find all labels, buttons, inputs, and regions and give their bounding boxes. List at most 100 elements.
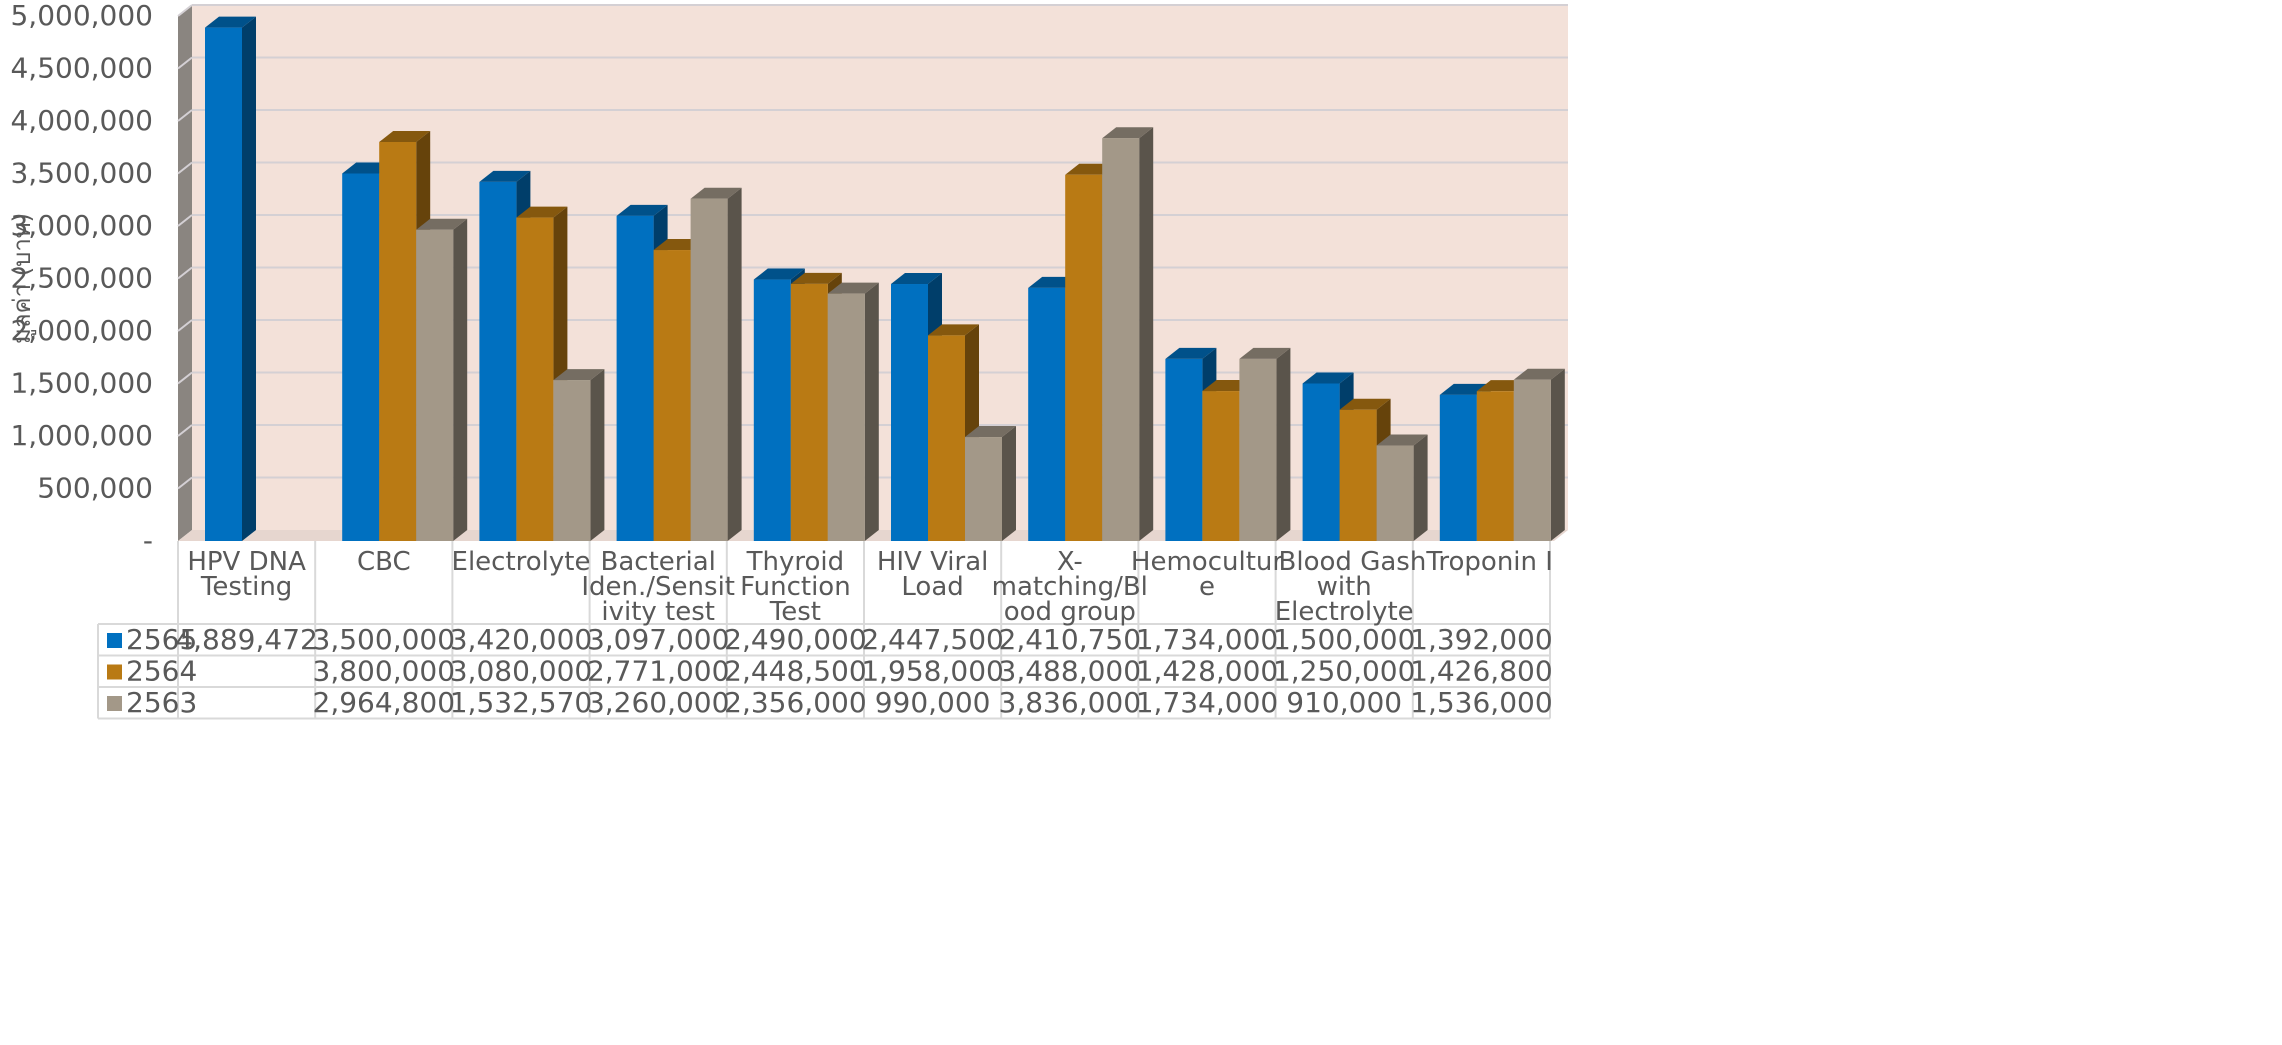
bar-side: [453, 218, 468, 542]
bar-top: [1102, 127, 1154, 139]
bar-top: [379, 131, 431, 142]
y-tick-label: 1,500,000: [10, 367, 153, 400]
data-label: 2,448,500: [724, 654, 867, 687]
bar-top: [1165, 347, 1217, 359]
bar-2565-4: [753, 279, 791, 541]
category-label: Thyroid: [746, 547, 845, 577]
category-label: Hemocultur: [1131, 547, 1283, 577]
data-label: 3,488,000: [999, 654, 1142, 687]
y-tick-label: 1,000,000: [10, 419, 153, 452]
data-label: 2,490,000: [724, 623, 867, 656]
bar-2563-6: [1102, 138, 1140, 541]
y-tick-label: 3,500,000: [10, 157, 153, 190]
y-tick-label: 5,000,000: [10, 0, 153, 32]
bar-top: [479, 170, 531, 182]
category-label: e: [1199, 572, 1215, 602]
bar-2564-8: [1339, 409, 1377, 541]
data-label: 1,532,570: [450, 686, 593, 719]
bar-top: [965, 426, 1016, 438]
category-label: Blood Gas: [1279, 547, 1410, 577]
y-tick-label: 500,000: [37, 472, 153, 505]
category-label: hTroponin I: [1410, 547, 1553, 577]
data-label: 990,000: [875, 686, 991, 719]
bar-top: [753, 268, 805, 280]
bar-side: [1276, 347, 1291, 541]
bar-2565-5: [891, 284, 928, 541]
data-label: 1,426,800: [1410, 654, 1553, 687]
bar-side: [1002, 426, 1016, 541]
bar-top: [1339, 398, 1391, 410]
bar-top: [1376, 434, 1428, 446]
legend-key-2563: [107, 696, 122, 711]
bar-top: [928, 324, 979, 336]
data-label: 910,000: [1286, 686, 1402, 719]
bar-2565-1: [342, 173, 380, 541]
bar-side: [1413, 434, 1428, 541]
legend-label: 2565: [126, 623, 197, 656]
bar-side: [242, 16, 256, 541]
category-label: ood group: [1004, 597, 1136, 627]
data-label: 2,771,000: [587, 654, 730, 687]
legend-key-2565: [107, 633, 122, 648]
bar-side: [1139, 127, 1154, 541]
bar-2564-6: [1065, 174, 1103, 541]
bar-2565-7: [1165, 358, 1203, 541]
data-label: 3,420,000: [450, 623, 593, 656]
category-label: HPV DNA: [187, 547, 306, 577]
category-label: Function: [740, 572, 851, 602]
bar-2563-4: [827, 293, 865, 541]
bar-side: [1550, 368, 1565, 541]
gridline-side: [177, 371, 193, 385]
bar-2565-0: [205, 27, 242, 541]
bar-2563-7: [1239, 358, 1277, 541]
bar-top: [616, 204, 668, 216]
data-label: 1,734,000: [1136, 686, 1279, 719]
data-label: 2,356,000: [724, 686, 867, 719]
gridline-side: [177, 214, 193, 227]
legend-key-2564: [107, 664, 122, 680]
bar-2564-7: [1202, 391, 1240, 541]
data-label: 1,500,000: [1273, 623, 1416, 656]
bar-2564-2: [516, 217, 554, 541]
data-label: 3,080,000: [450, 654, 593, 687]
data-label: 2,964,800: [313, 686, 456, 719]
bar-2564-9: [1476, 391, 1514, 541]
bar-2565-9: [1439, 394, 1477, 541]
category-label: matching/Bl: [992, 572, 1148, 602]
bar-2563-2: [553, 380, 591, 541]
data-label: 1,734,000: [1136, 623, 1279, 656]
data-label: 2,447,500: [861, 623, 1004, 656]
category-label: Testing: [200, 572, 292, 602]
bar-2563-3: [690, 198, 728, 541]
bar-2565-2: [479, 181, 517, 541]
gridline-side: [177, 4, 193, 17]
y-tick-label: 4,500,000: [10, 52, 153, 85]
bar-top: [416, 218, 468, 230]
y-tick-label: -: [143, 524, 153, 557]
y-tick-label: 3,000,000: [10, 209, 153, 242]
bar-top: [205, 16, 256, 28]
gridline-side: [177, 56, 193, 70]
category-label: Electrolyte: [1275, 597, 1414, 627]
gridline-side: [177, 109, 193, 122]
data-label: 2,410,750: [999, 623, 1142, 656]
gridline-side: [177, 161, 193, 175]
y-tick-label: 4,000,000: [10, 104, 153, 137]
bar-2563-8: [1376, 445, 1414, 541]
bar-2563-9: [1513, 379, 1551, 541]
bar-side: [590, 369, 605, 541]
bar-side: [864, 282, 879, 541]
category-label: X-: [1057, 547, 1083, 577]
bar-top: [553, 369, 605, 381]
category-label: Test: [769, 597, 821, 627]
data-label: 3,260,000: [587, 686, 730, 719]
data-label: 1,536,000: [1410, 686, 1553, 719]
data-label: 4,889,472: [175, 623, 318, 656]
bar-side: [727, 187, 742, 541]
category-label: CBC: [357, 547, 411, 577]
bar-2563-1: [416, 229, 454, 542]
bar-2565-8: [1302, 383, 1340, 541]
y-tick-label: 2,000,000: [10, 314, 153, 347]
bar-top: [891, 273, 942, 285]
